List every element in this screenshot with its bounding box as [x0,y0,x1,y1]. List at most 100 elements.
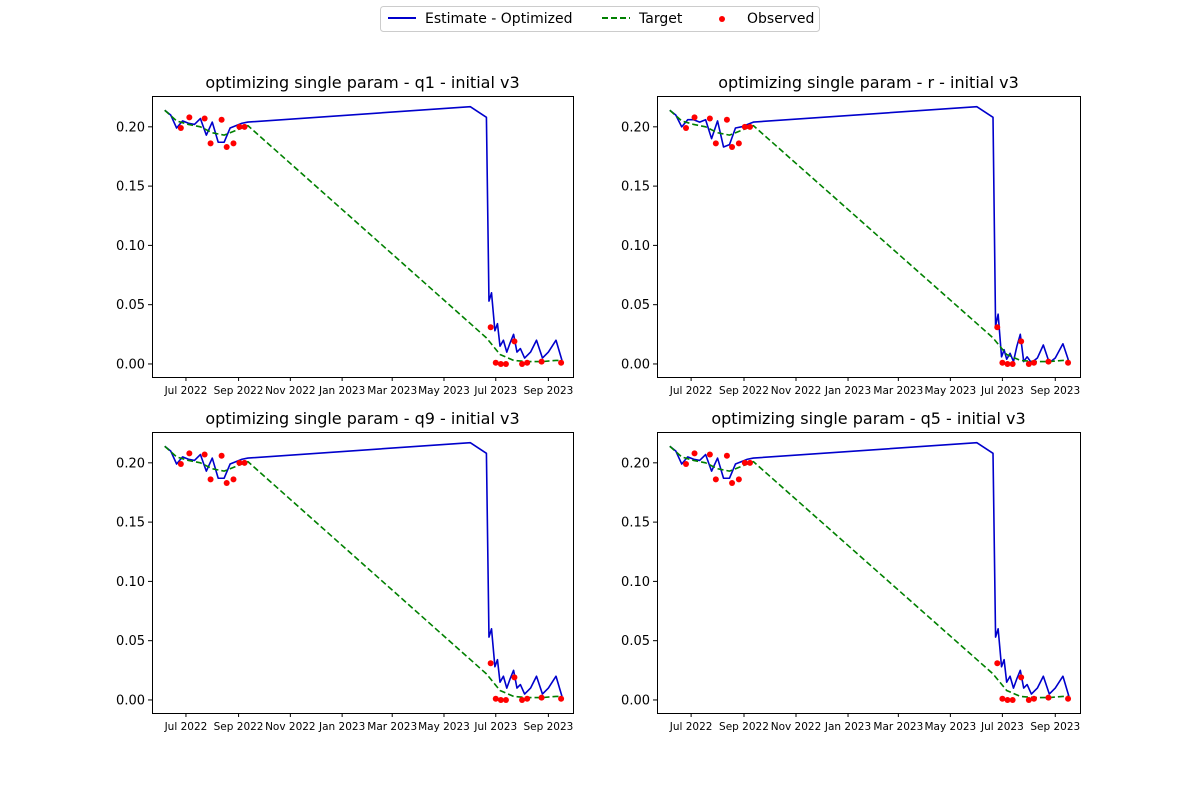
observed-point [723,116,730,123]
observed-point [706,451,713,458]
observed-point [497,360,504,367]
x-tick-label: Sep 2022 [719,721,769,733]
observed-point [538,358,545,365]
series-line-estimate-optimized-q9 [164,441,563,697]
observed-point [558,359,565,366]
series-observed-q9 [177,450,565,703]
observed-point [492,695,499,702]
x-tick-label: Jul 2023 [473,385,517,397]
observed-point [746,123,753,130]
observed-point [1045,358,1052,365]
y-tick-label: 0.20 [116,120,145,135]
series-observed-q5 [683,450,1072,703]
y-tick-label: 0.15 [621,516,650,531]
series-observed-q1 [177,114,565,367]
observed-point [223,143,230,150]
x-tick-label: Jul 2022 [164,385,208,397]
x-tick-label: May 2023 [418,385,470,397]
observed-point [683,461,689,468]
observed-point [1030,695,1037,702]
observed-point [1009,696,1016,703]
x-tick-label: May 2023 [418,721,470,733]
observed-point [558,695,565,702]
axes-frame-q5 [657,432,1081,714]
series-line-target-q5 [669,445,1069,699]
x-tick-label: Nov 2022 [771,385,822,397]
x-tick-label: May 2023 [924,385,976,397]
observed-point [999,695,1006,702]
legend-entry-target: Target [602,11,683,27]
subplot-title-r: optimizing single param - r - initial v3 [718,73,1019,92]
observed-point [1030,359,1037,366]
observed-point [519,696,526,703]
y-tick-label: 0.10 [621,575,650,590]
series-line-estimate-optimized-q5 [669,441,1070,697]
x-tick-label: Jan 2023 [318,721,365,733]
legend-frame [380,6,820,32]
observed-point [230,476,237,483]
observed-point [487,660,494,667]
observed-point [177,461,184,468]
subplot-r: optimizing single param - r - initial v3… [621,73,1081,397]
y-tick-label: 0.10 [116,575,145,590]
observed-point [218,452,225,459]
y-tick-label: 0.15 [116,516,145,531]
x-tick-label: Sep 2023 [523,721,573,733]
series-line-target-q9 [164,445,562,699]
x-tick-label: Jan 2023 [824,721,871,733]
observed-point [524,359,531,366]
observed-point [524,695,531,702]
y-tick-label: 0.20 [116,456,145,471]
legend-observed-label: Observed [747,11,814,27]
observed-point [492,359,499,366]
observed-point [177,125,184,132]
x-tick-label: Sep 2023 [523,385,573,397]
series-line-target-q1 [164,109,562,363]
y-tick-label: 0.00 [621,357,650,372]
x-tick-label: Jul 2022 [669,385,713,397]
x-tick-label: Sep 2023 [1030,721,1080,733]
y-tick-label: 0.05 [116,298,145,313]
x-tick-label: Jan 2023 [318,385,365,397]
legend-observed-swatch [719,16,725,22]
observed-point [201,451,208,458]
observed-point [1025,360,1032,367]
series-observed-r [683,114,1072,367]
legend: Estimate - Optimized Target Observed [380,6,820,32]
y-tick-label: 0.00 [116,357,145,372]
x-tick-label: Jul 2023 [473,721,517,733]
observed-point [230,140,237,147]
observed-point [236,459,243,466]
axes-frame-q1 [152,96,574,378]
observed-point [201,115,208,122]
legend-entry-observed: Observed [719,11,814,27]
subplot-title-q1: optimizing single param - q1 - initial v… [205,73,519,92]
x-tick-label: Jul 2022 [669,721,713,733]
y-tick-label: 0.20 [621,120,650,135]
observed-point [236,123,243,130]
y-tick-label: 0.05 [116,634,145,649]
x-tick-label: Mar 2023 [367,721,417,733]
observed-point [691,114,698,121]
observed-point [207,476,214,483]
observed-point [735,476,742,483]
observed-point [712,140,719,147]
observed-point [723,452,730,459]
observed-point [241,123,248,130]
x-tick-label: Sep 2022 [214,385,264,397]
x-tick-label: Jul 2023 [980,385,1024,397]
subplot-q5: optimizing single param - q5 - initial v… [621,409,1081,733]
observed-point [497,696,504,703]
y-tick-label: 0.00 [621,693,650,708]
x-tick-label: Nov 2022 [771,721,822,733]
observed-point [241,459,248,466]
x-tick-label: Jul 2022 [164,721,208,733]
observed-point [1045,694,1052,701]
x-tick-label: Sep 2023 [1030,385,1080,397]
y-tick-label: 0.20 [621,456,650,471]
axes-frame-r [657,96,1081,378]
observed-point [218,116,225,123]
legend-target-label: Target [638,11,683,27]
observed-point [712,476,719,483]
